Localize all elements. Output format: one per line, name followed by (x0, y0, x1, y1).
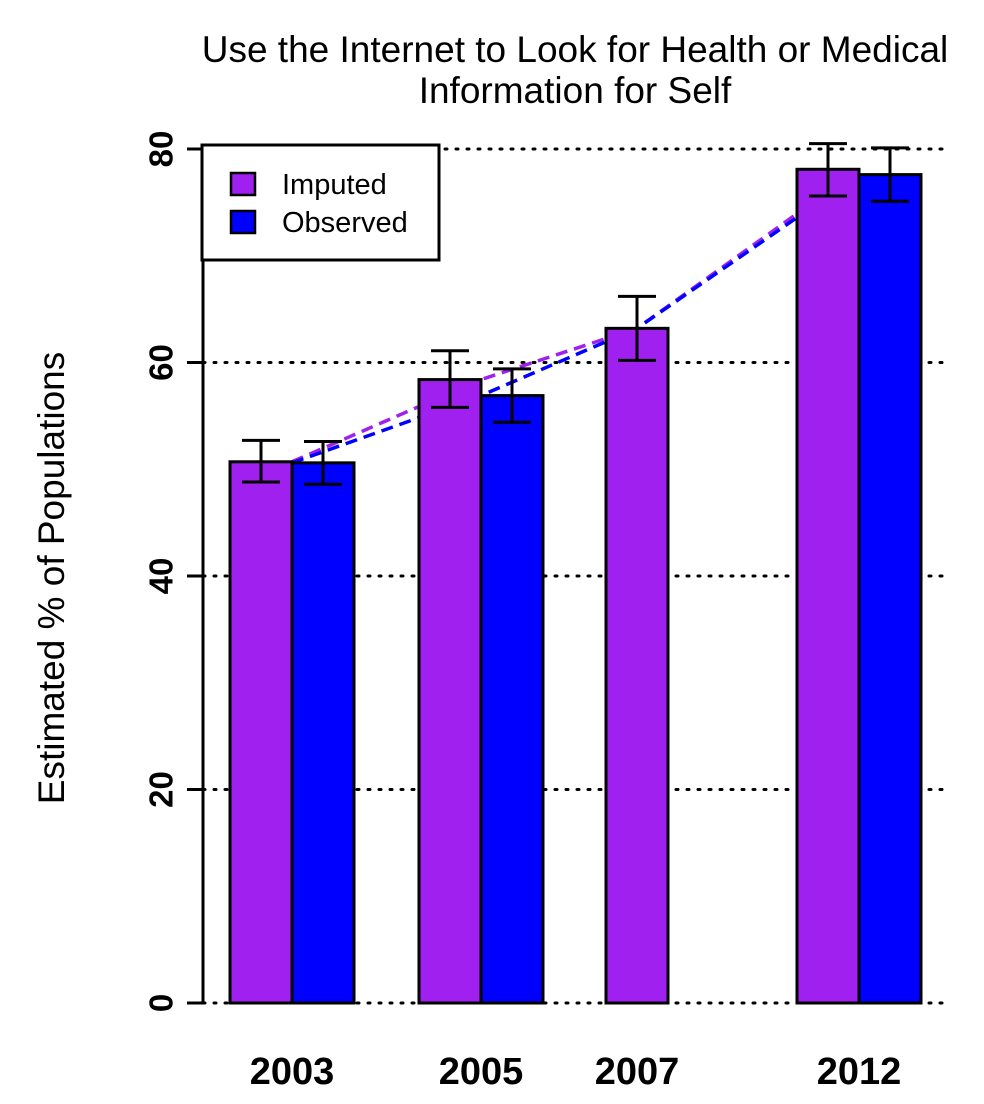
chart-title: Use the Internet to Look for Health or M… (202, 29, 949, 111)
error-bars (242, 142, 909, 486)
bar-observed-2005 (479, 394, 545, 1005)
bar-imputed-2003 (228, 460, 294, 1005)
bar-imputed-2007 (604, 326, 670, 1005)
legend: Imputed Observed (200, 143, 441, 262)
y-tick-label-20: 20 (143, 771, 180, 808)
legend-label-imputed: Imputed (282, 169, 387, 201)
bar-observed-2012 (857, 173, 923, 1005)
x-tick-label-2005: 2005 (439, 1051, 524, 1093)
bar-observed-2003 (290, 461, 356, 1005)
x-axis: 2003 2005 2007 2012 (250, 1051, 902, 1093)
bars (228, 167, 923, 1005)
x-tick-label-2012: 2012 (817, 1051, 902, 1093)
y-tick-label-40: 40 (143, 558, 180, 595)
y-axis: 0 20 40 60 80 (143, 131, 205, 1012)
bar-imputed-2012 (795, 167, 861, 1005)
y-tick-label-60: 60 (143, 344, 180, 381)
y-tick-label-80: 80 (143, 131, 180, 168)
chart-title-line-1: Use the Internet to Look for Health or M… (202, 29, 949, 70)
y-tick-label-0: 0 (143, 994, 180, 1012)
chart-title-line-2: Information for Self (419, 70, 732, 111)
legend-swatch-imputed (229, 171, 257, 197)
trend-line-imputed (291, 167, 861, 464)
trend-line-observed (291, 173, 860, 465)
legend-label-observed: Observed (282, 207, 408, 239)
y-axis-label: Estimated % of Populations (31, 352, 72, 804)
x-tick-label-2003: 2003 (250, 1051, 335, 1093)
legend-box (200, 143, 441, 262)
x-tick-label-2007: 2007 (595, 1051, 680, 1093)
bar-imputed-2005 (417, 378, 483, 1005)
legend-swatch-observed (229, 209, 257, 235)
trend-lines (291, 167, 861, 465)
